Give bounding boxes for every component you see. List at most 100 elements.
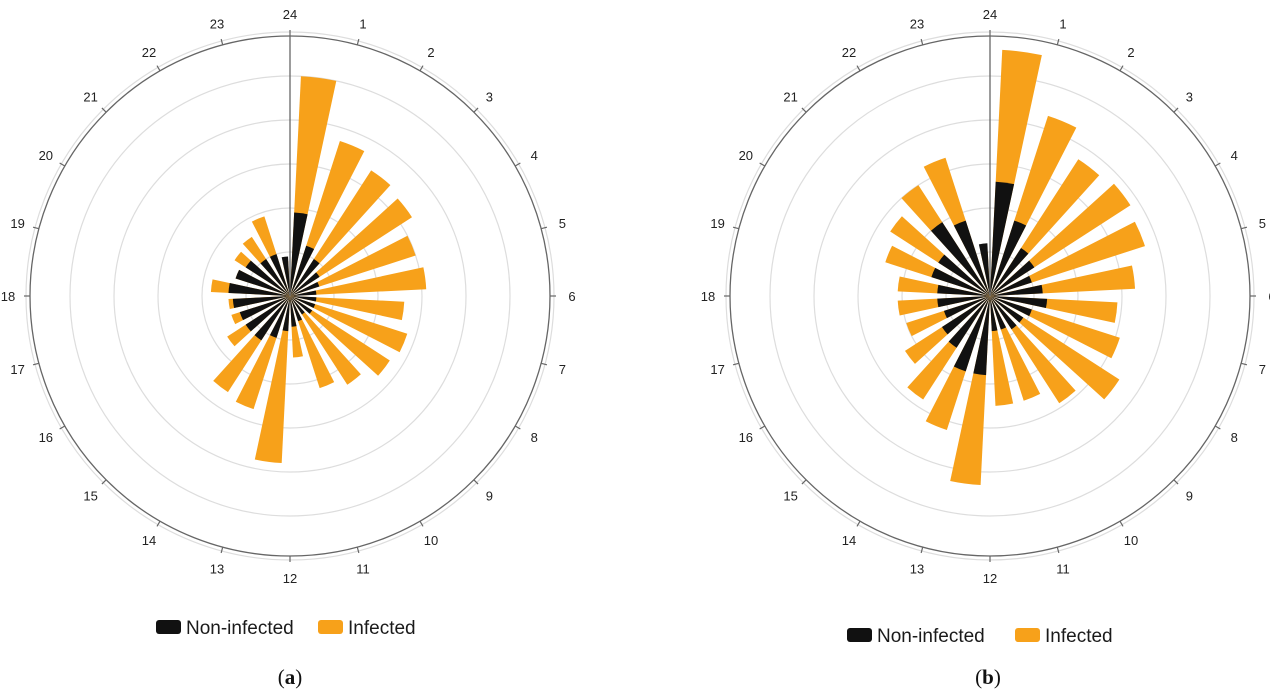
chart-a-tick-4	[514, 162, 521, 167]
chart-a-noninfected-bar-17	[239, 296, 290, 321]
chart-b-noninfected-bar-24	[978, 243, 990, 296]
chart-b-noninfected-bar-2	[990, 220, 1027, 296]
chart-a-tick-label-16: 16	[39, 430, 53, 445]
chart-b-noninfected-bar-19	[937, 284, 990, 296]
chart-a-noninfected-bar-10	[290, 296, 305, 315]
chart-a-tick-label-21: 21	[83, 90, 97, 105]
chart-b-tick-23	[920, 38, 924, 46]
chart-a-noninfected-bar-13	[282, 296, 290, 332]
chart-b-tick-19	[732, 226, 740, 230]
chart-b-infected-bar-9	[990, 296, 1120, 400]
chart-a-infected-bar-6	[290, 267, 427, 296]
chart-a-tick-7	[540, 362, 548, 366]
chart-b-noninfected-bars	[930, 181, 1048, 376]
chart-b-tick-4	[1214, 162, 1221, 167]
chart-a-tick-19	[32, 226, 40, 230]
chart-a-noninfected-bar-14	[269, 296, 290, 338]
chart-b-noninfected-bar-22	[930, 222, 990, 296]
chart-a-tick-11	[356, 546, 360, 554]
chart-a-infected-bars	[210, 76, 427, 463]
chart-b-tick-13	[920, 546, 924, 554]
chart-b-tick-5	[1240, 226, 1248, 230]
chart-a-noninfected-bar-3	[290, 259, 320, 296]
chart-b-noninfected-bar-11	[990, 296, 1007, 330]
chart-b-tick-21	[801, 107, 807, 113]
chart-b-tick-label-7: 7	[1259, 362, 1266, 377]
chart-b-ticks	[724, 30, 1256, 562]
chart-a-ticks	[24, 30, 556, 562]
chart-b-noninfected-bar-15	[948, 296, 990, 348]
chart-b-tick-label-24: 24	[983, 7, 997, 22]
chart-b-tick-10	[1119, 520, 1124, 527]
chart-b-noninfected-bar-5	[990, 275, 1032, 296]
chart-b-tick-17	[732, 362, 740, 366]
chart-a-noninfected-bar-22	[260, 259, 290, 296]
chart-a-noninfected-bar-20	[235, 269, 290, 296]
chart-b-noninfected-bar-1	[990, 181, 1015, 296]
chart-a-infected-bar-7	[290, 296, 405, 321]
chart-a-noninfected-bar-1	[290, 212, 308, 296]
legend-b-label-non-infected: Non-infected	[877, 626, 985, 647]
chart-b-noninfected-bar-14	[953, 296, 990, 372]
chart-a-tick-17	[32, 362, 40, 366]
chart-b-tick-label-21: 21	[783, 90, 797, 105]
chart-a-noninfected-bar-19	[228, 283, 290, 296]
chart-b-noninfected-bar-20	[931, 267, 990, 296]
chart-b-noninfected-bar-10	[990, 296, 1017, 330]
chart-a-noninfected-bar-16	[245, 296, 290, 332]
chart-b-tick-label-16: 16	[739, 430, 753, 445]
chart-b-noninfected-bar-23	[953, 220, 990, 296]
chart-a-tick-label-18: 18	[1, 289, 15, 304]
chart-a-tick-21	[101, 107, 107, 113]
chart-b-tick-label-4: 4	[1231, 148, 1238, 163]
chart-a-noninfected-bar-21	[245, 260, 290, 296]
chart-a-tick-label-24: 24	[283, 7, 297, 22]
chart-a-tick-13	[220, 546, 224, 554]
chart-b-tick-label-8: 8	[1231, 430, 1238, 445]
legend-a-label-infected: Infected	[348, 618, 416, 639]
chart-a-noninfected-bar-5	[290, 281, 320, 296]
panel-b-caption: (b)	[975, 665, 1001, 689]
chart-a-tick-label-9: 9	[486, 488, 493, 503]
chart-a-legend: Non-infected Infected	[156, 618, 416, 639]
chart-a-noninfected-bars	[228, 212, 320, 341]
chart-a-noninfected-bar-12	[290, 296, 297, 327]
chart-a-tick-label-7: 7	[559, 362, 566, 377]
chart-b-tick-label-1: 1	[1059, 17, 1066, 32]
chart-a-tick-14	[156, 520, 161, 527]
chart-a-noninfected-bar-23	[269, 254, 290, 296]
chart-a-tick-label-20: 20	[39, 148, 53, 163]
chart-a-tick-15	[101, 479, 107, 485]
chart-b-tick-label-15: 15	[783, 488, 797, 503]
chart-b-tick-label-22: 22	[842, 45, 856, 60]
chart-b-noninfected-bar-9	[990, 296, 1024, 323]
chart-b-tick-label-20: 20	[739, 148, 753, 163]
chart-b-tick-11	[1056, 546, 1060, 554]
chart-a-tick-3	[473, 107, 479, 113]
chart-a-tick-label-14: 14	[142, 533, 156, 548]
chart-a-infected-bar-9	[290, 296, 390, 376]
chart-b-tick-label-18: 18	[701, 289, 715, 304]
chart-b-tick-7	[1240, 362, 1248, 366]
legend-a-swatch-infected	[318, 620, 343, 634]
chart-b-legend: Non-infected Infected	[847, 626, 1113, 647]
chart-b-tick-16	[759, 425, 766, 430]
legend-b-label-infected: Infected	[1045, 626, 1113, 647]
chart-b-tick-22	[856, 65, 861, 72]
chart-b-tick-label-19: 19	[710, 216, 724, 231]
chart-b-noninfected-bar-21	[938, 254, 990, 296]
chart-b-noninfected-bar-16	[941, 296, 990, 335]
legend-b-swatch-infected	[1015, 628, 1040, 642]
chart-a-tick-8	[514, 425, 521, 430]
chart-a-tick-10	[419, 520, 424, 527]
chart-b-tick-1	[1056, 38, 1060, 46]
chart-a-infected-bar-5	[290, 235, 416, 296]
chart-a-noninfected-bar-4	[290, 272, 320, 296]
chart-b-noninfected-bar-6	[990, 284, 1043, 296]
chart-a-noninfected-bar-8	[290, 296, 316, 309]
chart-a-tick-label-13: 13	[210, 561, 224, 576]
chart-a-noninfected-bar-2	[290, 245, 315, 296]
chart-a-noninfected-bar-7	[290, 296, 317, 302]
